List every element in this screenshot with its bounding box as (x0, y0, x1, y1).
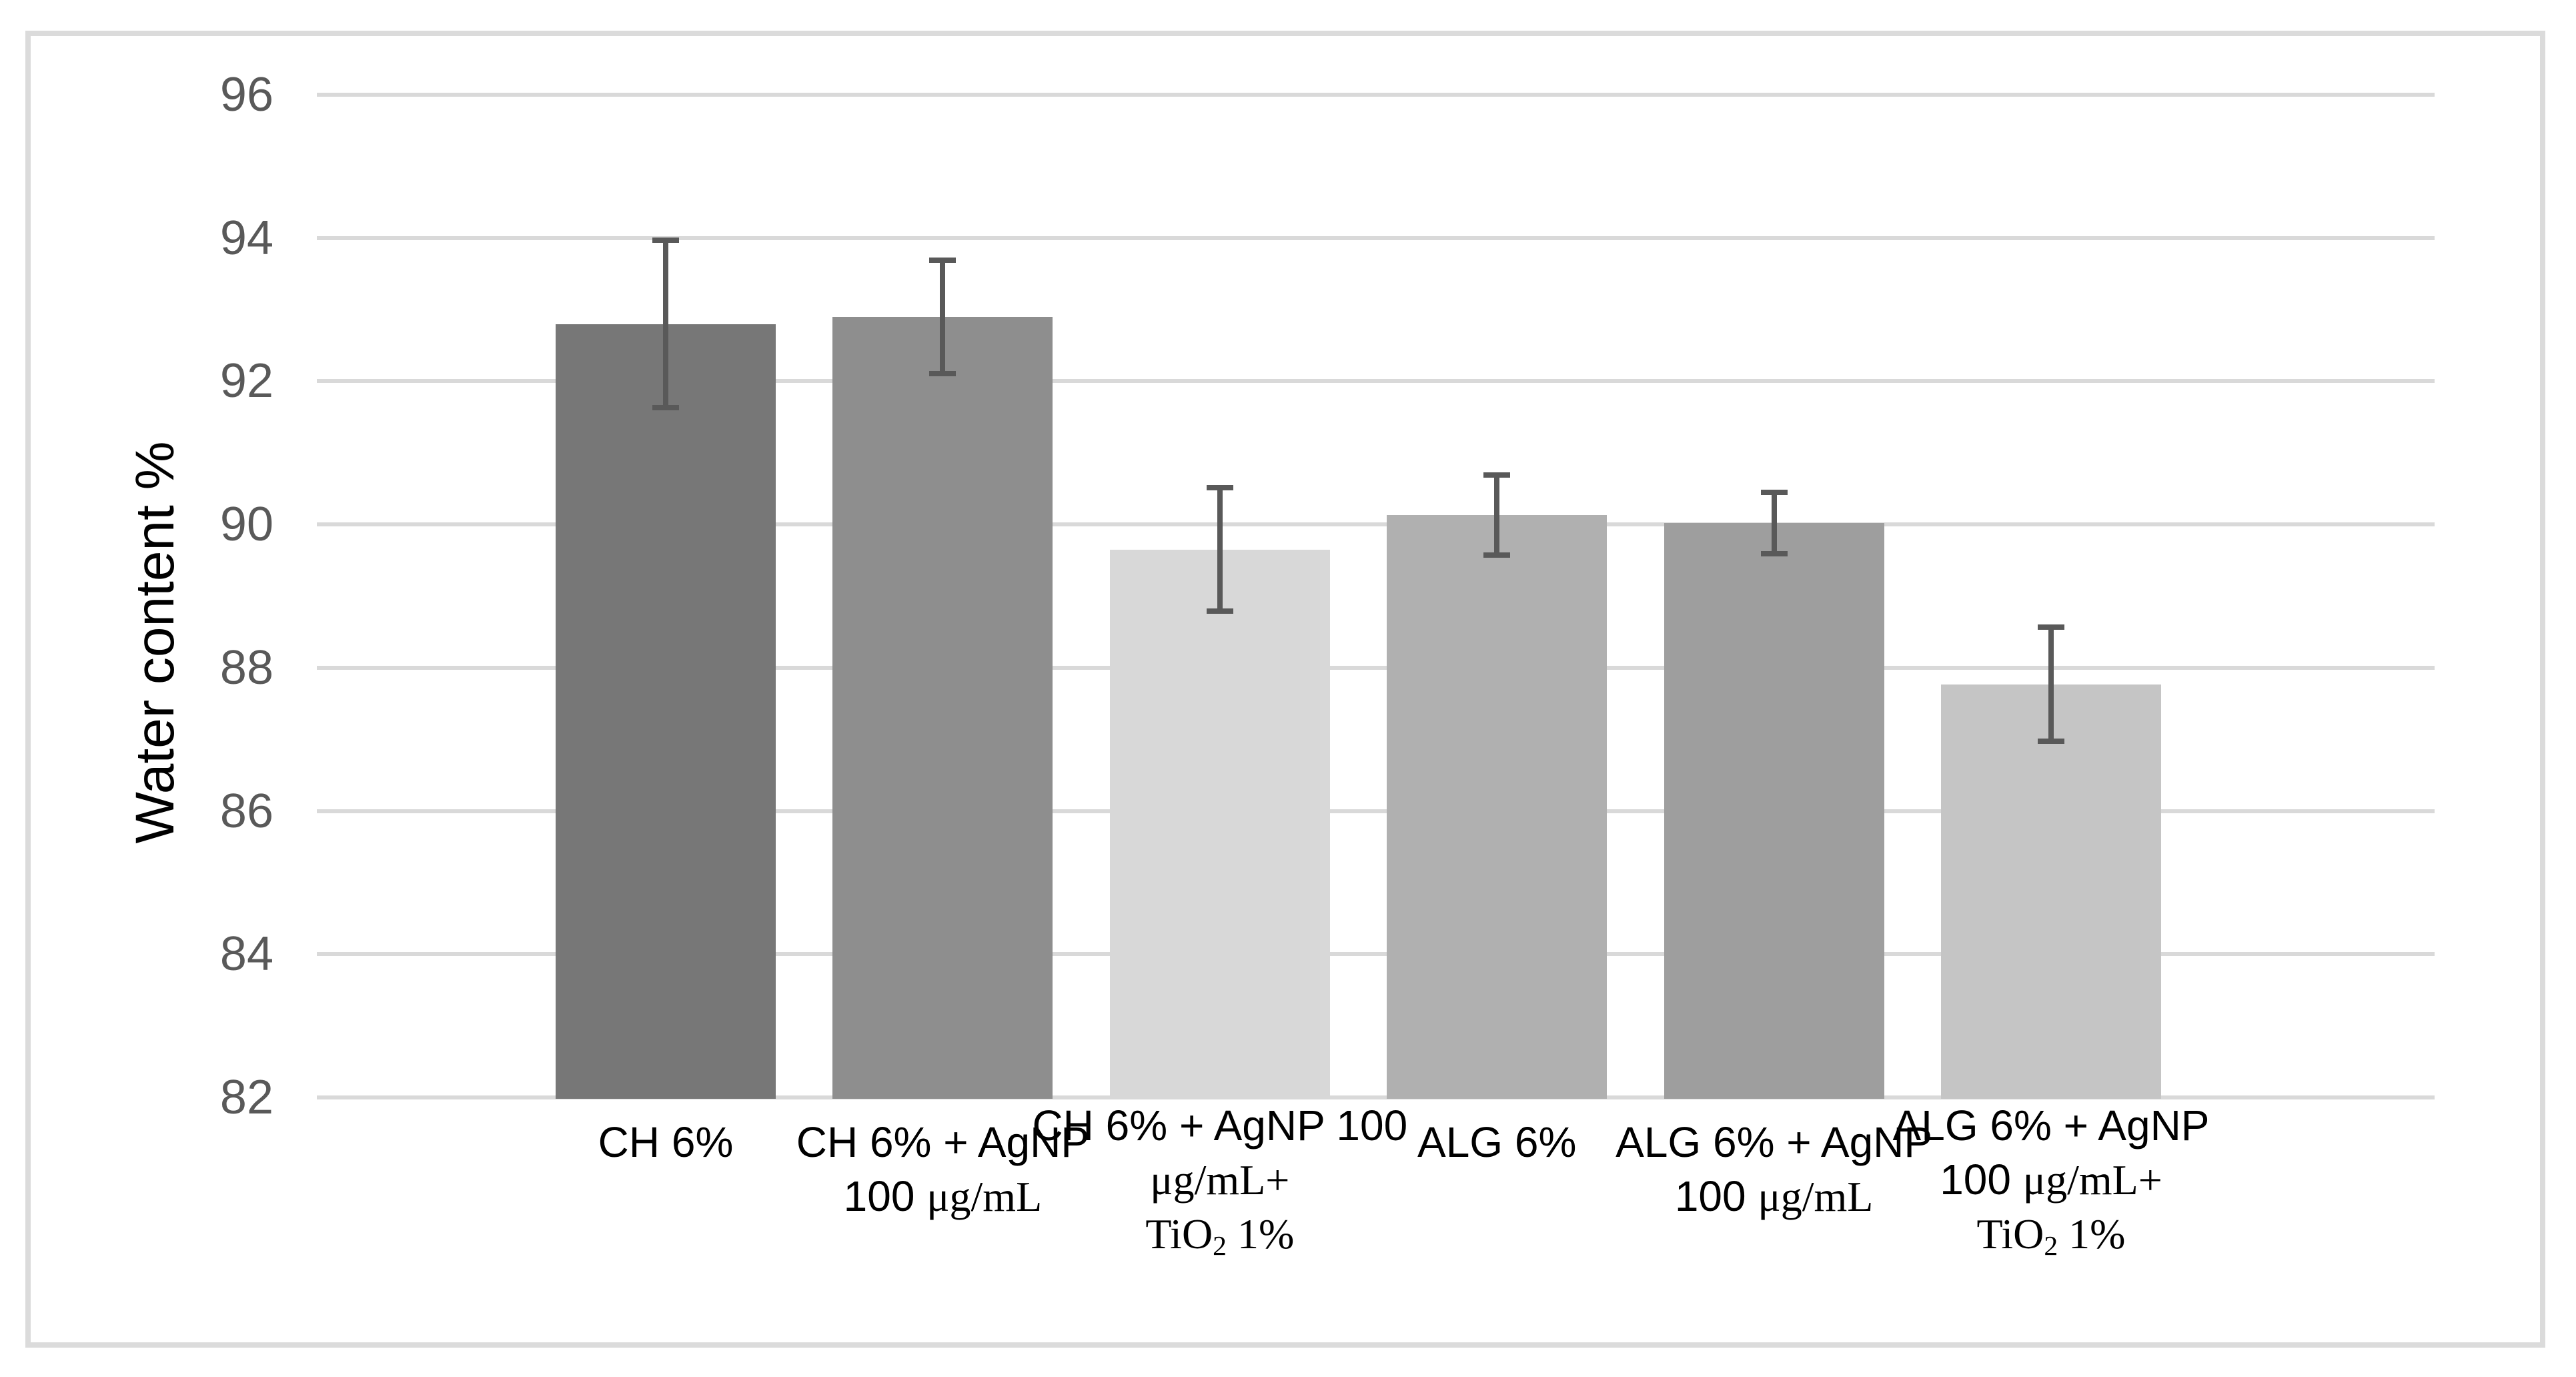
error-bar-cap-bottom-6 (2038, 739, 2064, 745)
error-bar-cap-top-4 (1483, 472, 1511, 478)
label-text-segment: CH 6% (598, 1118, 734, 1166)
bar-2 (832, 316, 1053, 1099)
x-category-label-3: CH 6% + AgNP 100 μg/mL+ TiO2 1% (1032, 1099, 1407, 1266)
y-tick-label-96: 96 (219, 68, 273, 121)
y-tick-label-88: 88 (219, 640, 273, 695)
x-category-label-line: CH 6% + AgNP (796, 1115, 1089, 1170)
x-category-label-line: 100 μg/mL (1616, 1170, 1932, 1224)
error-bar-line-2 (940, 260, 946, 374)
x-category-label-line: 100 μg/mL (796, 1170, 1089, 1224)
error-bar-cap-bottom-1 (652, 405, 679, 411)
y-tick-label-84: 84 (219, 927, 273, 981)
error-bar-cap-top-5 (1760, 489, 1788, 495)
label-text-segment: 100 (843, 1172, 927, 1220)
gridline-y-88 (317, 665, 2435, 670)
error-bar-line-4 (1494, 475, 1500, 556)
label-text-segment: TiO (1976, 1210, 2044, 1258)
x-category-label-5: ALG 6% + AgNP 100 μg/mL (1616, 1115, 1932, 1224)
error-bar-line-5 (1771, 492, 1777, 554)
subscript-text: 2 (2044, 1230, 2058, 1261)
x-category-label-4: ALG 6% (1417, 1115, 1576, 1170)
label-text-segment: CH 6% + AgNP 100 (1032, 1101, 1408, 1150)
label-text-segment: μg/mL (1758, 1173, 1874, 1220)
bar-4 (1387, 515, 1607, 1099)
error-bar-cap-bottom-3 (1206, 608, 1233, 614)
error-bar-line-3 (1217, 488, 1223, 612)
gridline-y-90 (317, 522, 2435, 527)
x-category-label-line: ALG 6% + AgNP (1893, 1099, 2210, 1153)
label-text-segment: ALG 6% + AgNP (1616, 1118, 1933, 1166)
y-tick-label-94: 94 (219, 211, 273, 265)
error-bar-cap-top-3 (1206, 485, 1233, 491)
y-tick-label-86: 86 (219, 784, 273, 838)
label-text-segment: 1% (1226, 1210, 1295, 1258)
label-text-segment: ALG 6% (1417, 1118, 1577, 1166)
x-category-label-line: 100 μg/mL+ (1893, 1153, 2210, 1207)
bar-6 (1941, 684, 2161, 1099)
error-bar-cap-bottom-5 (1760, 551, 1788, 557)
x-category-label-2: CH 6% + AgNP 100 μg/mL (796, 1115, 1089, 1224)
error-bar-cap-top-1 (652, 237, 679, 243)
x-category-label-line: TiO2 1% (1032, 1207, 1407, 1266)
x-category-label-line: μg/mL+ (1032, 1153, 1407, 1207)
label-text-segment: ALG 6% + AgNP (1892, 1101, 2210, 1150)
subscript-text: 2 (1213, 1230, 1227, 1261)
x-category-label-1: CH 6% (598, 1115, 734, 1170)
error-bar-cap-top-2 (929, 257, 956, 263)
x-category-label-line: CH 6% (598, 1115, 734, 1170)
y-tick-label-92: 92 (219, 354, 273, 408)
gridline-y-94 (317, 236, 2435, 240)
error-bar-line-1 (663, 240, 668, 408)
error-bar-cap-bottom-2 (929, 370, 956, 376)
label-text-segment: 100 (1940, 1156, 2023, 1204)
error-bar-cap-bottom-4 (1483, 552, 1511, 558)
gridline-y-82 (317, 1095, 2435, 1099)
error-bar-line-6 (2048, 626, 2054, 742)
label-text-segment: μg/mL+ (2022, 1156, 2162, 1204)
label-text-segment: 1% (2058, 1210, 2126, 1258)
y-tick-label-82: 82 (219, 1071, 273, 1124)
gridline-y-84 (317, 952, 2435, 957)
x-category-label-line: ALG 6% + AgNP (1616, 1115, 1932, 1170)
x-category-label-line: ALG 6% (1417, 1115, 1576, 1170)
gridline-y-86 (317, 809, 2435, 813)
bar-1 (556, 324, 776, 1099)
error-bar-cap-top-6 (2038, 624, 2064, 630)
label-text-segment: CH 6% + AgNP (796, 1118, 1090, 1166)
bar-3 (1109, 549, 1330, 1099)
gridline-y-92 (317, 379, 2435, 384)
label-text-segment: 100 (1674, 1172, 1758, 1220)
x-category-label-line: CH 6% + AgNP 100 (1032, 1099, 1407, 1153)
gridline-y-96 (317, 93, 2435, 97)
label-text-segment: TiO (1145, 1210, 1213, 1258)
y-tick-label-90: 90 (219, 498, 273, 552)
label-text-segment: μg/mL (926, 1173, 1043, 1220)
x-category-label-line: TiO2 1% (1893, 1207, 2210, 1266)
bar-5 (1664, 522, 1884, 1099)
x-category-label-6: ALG 6% + AgNP 100 μg/mL+ TiO2 1% (1893, 1099, 2210, 1266)
label-text-segment: μg/mL+ (1150, 1156, 1290, 1204)
